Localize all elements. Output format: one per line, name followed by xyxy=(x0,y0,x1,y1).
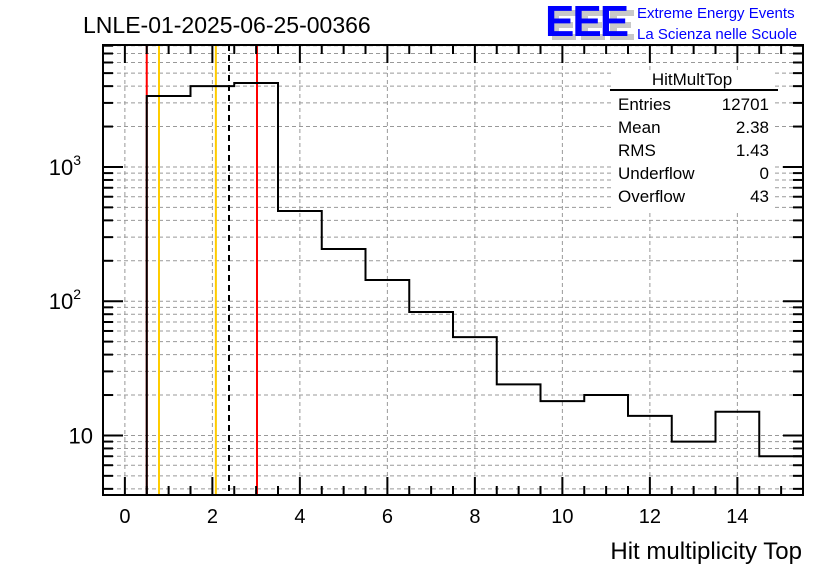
x-tick-label: 8 xyxy=(469,506,480,528)
stats-label: Overflow xyxy=(618,187,686,206)
y-tick-label: 10 xyxy=(69,423,93,448)
x-axis-label: Hit multiplicity Top xyxy=(610,538,802,565)
x-tick-labels: 0 2 4 6 8 10 12 14 xyxy=(119,506,748,528)
histogram-bin xyxy=(584,395,628,495)
histogram-step-line xyxy=(145,82,803,495)
histogram-bin xyxy=(322,249,366,495)
histogram-bin xyxy=(366,280,410,495)
histogram-bin xyxy=(191,86,235,495)
y-tick-labels: 10 102 103 xyxy=(49,152,93,448)
stats-label: Entries xyxy=(618,95,671,114)
x-tick-label: 14 xyxy=(726,506,748,528)
stats-box: HitMultTop Entries 12701 Mean 2.38 RMS 1.43 Un… xyxy=(610,70,778,210)
x-tick-label: 4 xyxy=(294,506,305,528)
x-tick-label: 10 xyxy=(551,506,573,528)
histogram-bin xyxy=(147,96,191,495)
stats-label: Underflow xyxy=(618,164,695,183)
logo-line2: La Scienza nelle Scuole xyxy=(637,26,797,43)
logo-shadow xyxy=(552,10,634,40)
stats-value: 2.38 xyxy=(736,118,769,137)
histogram-bin xyxy=(409,312,453,495)
stats-value: 12701 xyxy=(722,95,769,114)
stats-label: Mean xyxy=(618,118,661,137)
x-tick-label: 0 xyxy=(119,506,130,528)
logo-text: EEE xyxy=(545,0,628,46)
stats-value: 43 xyxy=(750,187,769,206)
logo-line1: Extreme Energy Events xyxy=(637,5,795,22)
y-tick-label: 103 xyxy=(49,152,81,180)
stats-value: 0 xyxy=(760,164,769,183)
stats-value: 1.43 xyxy=(736,141,769,160)
histogram-bin xyxy=(497,384,541,495)
stats-title: HitMultTop xyxy=(652,70,732,89)
x-tick-label: 2 xyxy=(207,506,218,528)
x-tick-label: 12 xyxy=(639,506,661,528)
stats-label: RMS xyxy=(618,141,656,160)
histogram-bin xyxy=(453,337,497,495)
y-tick-label: 102 xyxy=(49,286,81,314)
histogram-bin xyxy=(278,211,322,495)
run-title: LNLE-01-2025-06-25-00366 xyxy=(83,12,371,38)
x-tick-label: 6 xyxy=(382,506,393,528)
axis-ticks xyxy=(103,44,803,495)
eee-logo: EEE Extreme Energy Events La Scienza nel… xyxy=(545,0,797,46)
